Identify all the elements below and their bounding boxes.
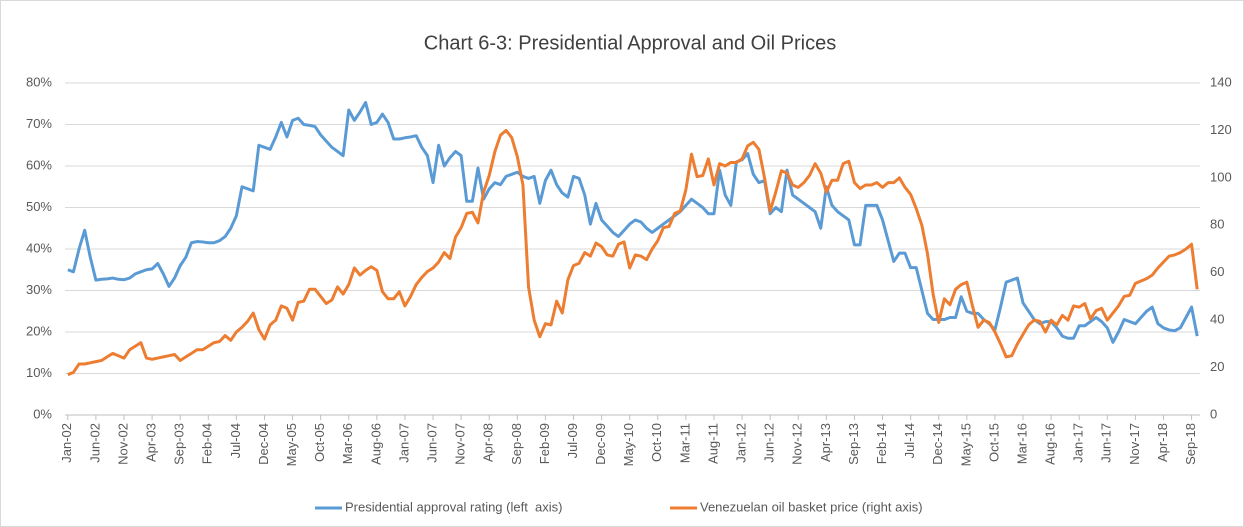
- x-tick-label: Jan-12: [734, 423, 749, 463]
- x-tick-label: Mar-06: [340, 423, 355, 464]
- y2-tick-label: 20: [1210, 359, 1224, 374]
- x-tick-label: Dec-04: [256, 423, 271, 465]
- x-tick-label: May-15: [958, 423, 973, 466]
- x-tick-label: Nov-07: [453, 423, 468, 465]
- y2-tick-label: 60: [1210, 264, 1224, 279]
- legend-label: Presidential approval rating (left axis): [345, 499, 563, 514]
- x-tick-label: Sep-13: [846, 423, 861, 465]
- y-tick-label: 40%: [26, 240, 52, 255]
- y2-tick-label: 0: [1210, 406, 1217, 421]
- x-tick-label: May-05: [284, 423, 299, 466]
- y-tick-label: 30%: [26, 282, 52, 297]
- x-tick-label: Oct-15: [986, 423, 1001, 462]
- x-tick-label: Dec-14: [930, 423, 945, 465]
- x-tick-label: Feb-09: [537, 423, 552, 464]
- y-tick-label: 0%: [33, 406, 52, 421]
- x-tick-label: Nov-17: [1127, 423, 1142, 465]
- x-tick-label: Aug-16: [1043, 423, 1058, 465]
- x-tick-label: Oct-05: [312, 423, 327, 462]
- x-tick-label: Apr-13: [818, 423, 833, 462]
- y-tick-label: 80%: [26, 74, 52, 89]
- y-tick-label: 10%: [26, 365, 52, 380]
- y2-tick-label: 100: [1210, 169, 1232, 184]
- series-line: [67, 128, 1199, 377]
- x-tick-label: Oct-10: [649, 423, 664, 462]
- series-line: [67, 101, 1199, 344]
- x-tick-label: Jun-17: [1099, 423, 1114, 463]
- x-tick-label: Jan-17: [1071, 423, 1086, 463]
- x-tick-label: Apr-03: [144, 423, 159, 462]
- y-tick-label: 50%: [26, 199, 52, 214]
- x-tick-label: Jul-04: [228, 423, 243, 458]
- y-tick-label: 20%: [26, 323, 52, 338]
- x-tick-label: Nov-12: [790, 423, 805, 465]
- y2-tick-label: 140: [1210, 74, 1232, 89]
- x-tick-label: Sep-18: [1183, 423, 1198, 465]
- chart-title: Chart 6-3: Presidential Approval and Oil…: [424, 32, 836, 54]
- x-tick-label: Jun-07: [424, 423, 439, 463]
- x-tick-label: Feb-14: [874, 423, 889, 464]
- y2-tick-label: 120: [1210, 122, 1232, 137]
- legend-label: Venezuelan oil basket price (right axis): [700, 499, 923, 514]
- x-tick-label: Dec-09: [593, 423, 608, 465]
- x-tick-label: May-10: [621, 423, 636, 466]
- x-tick-label: Jun-12: [762, 423, 777, 463]
- x-tick-label: Apr-08: [481, 423, 496, 462]
- x-tick-label: Jul-09: [565, 423, 580, 458]
- y2-tick-label: 80: [1210, 217, 1224, 232]
- x-tick-label: Jan-07: [396, 423, 411, 463]
- x-tick-label: Nov-02: [115, 423, 130, 465]
- x-tick-label: Jul-14: [902, 423, 917, 458]
- y-tick-label: 60%: [26, 157, 52, 172]
- x-tick-label: Mar-16: [1014, 423, 1029, 464]
- x-tick-label: Sep-08: [509, 423, 524, 465]
- x-tick-label: Jan-02: [59, 423, 74, 463]
- x-tick-label: Aug-11: [705, 423, 720, 464]
- y-tick-label: 70%: [26, 116, 52, 131]
- y2-tick-label: 40: [1210, 312, 1224, 327]
- x-tick-label: Aug-06: [368, 423, 383, 465]
- x-tick-label: Sep-03: [172, 423, 187, 465]
- x-tick-label: Mar-11: [677, 423, 692, 463]
- x-tick-label: Jun-02: [87, 423, 102, 463]
- x-tick-label: Feb-04: [200, 423, 215, 464]
- x-tick-label: Apr-18: [1155, 423, 1170, 462]
